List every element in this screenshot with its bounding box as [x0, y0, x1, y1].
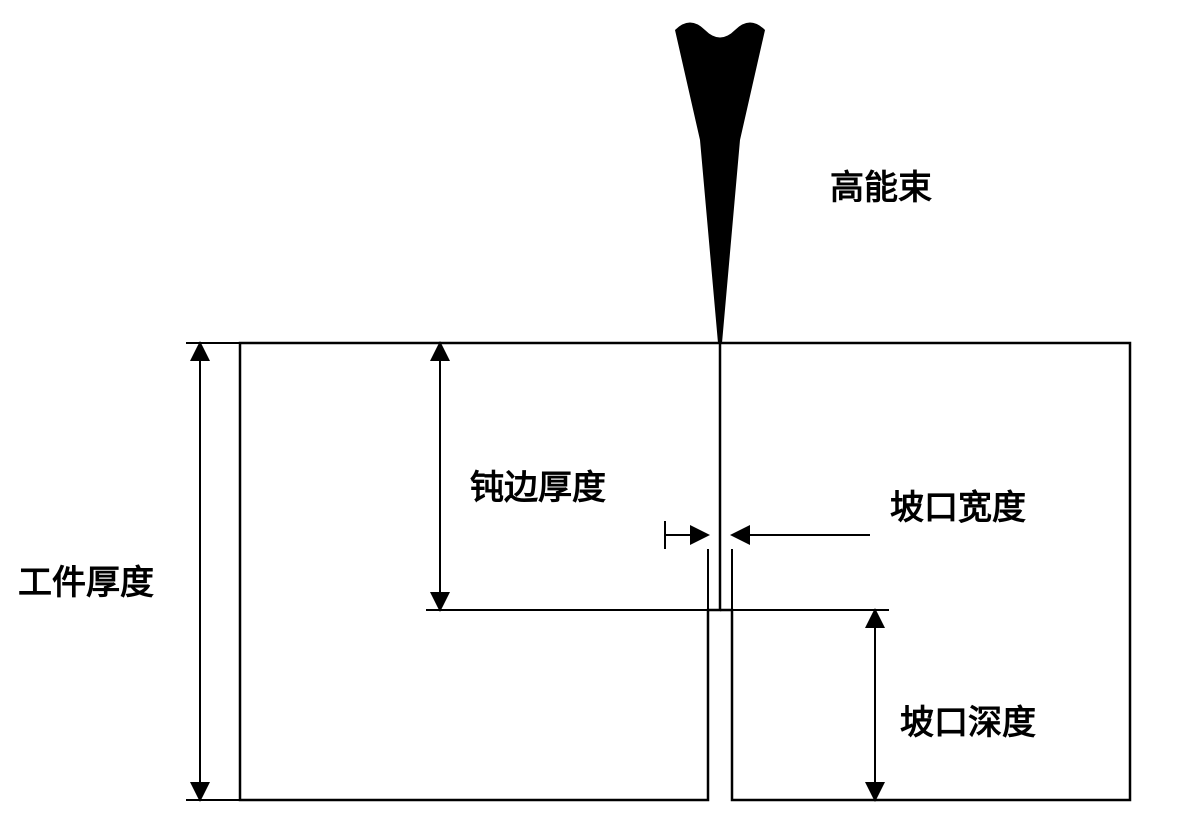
groove-depth-dim [733, 610, 889, 800]
beam-label: 高能束 [830, 160, 932, 209]
workpiece-thickness-dim [186, 343, 240, 800]
groove-width-dim [665, 521, 870, 610]
groove-depth-label: 坡口深度 [900, 695, 1036, 744]
workpiece-thickness-label: 工件厚度 [18, 555, 154, 604]
beam-shape [675, 23, 765, 344]
diagram-container: 高能束 工件厚度 钝边厚度 坡口宽度 坡口深度 [0, 0, 1179, 827]
groove-width-label: 坡口宽度 [890, 480, 1026, 529]
blunt-thickness-label: 钝边厚度 [470, 460, 606, 509]
